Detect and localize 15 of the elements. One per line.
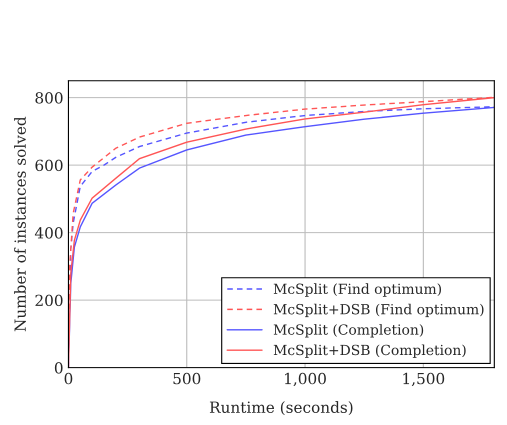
y-tick-label: 400 bbox=[34, 227, 63, 239]
y-tick-label: 600 bbox=[35, 160, 63, 172]
x-axis-title: Runtime (seconds) bbox=[210, 401, 352, 416]
legend-label: McSplit+DSB (Completion) bbox=[274, 344, 466, 358]
x-tick-label: 1,500 bbox=[403, 372, 444, 386]
legend-label: McSplit+DSB (Find optimum) bbox=[274, 304, 484, 318]
y-tick-label: 0 bbox=[54, 362, 63, 374]
x-tick-label: 500 bbox=[173, 372, 200, 384]
y-tick-label: 200 bbox=[35, 294, 63, 306]
legend-label: McSplit (Find optimum) bbox=[274, 283, 442, 297]
x-tick-label: 0 bbox=[64, 372, 72, 384]
y-tick-label: 800 bbox=[35, 92, 63, 104]
legend-label: McSplit (Completion) bbox=[274, 324, 424, 338]
x-tick-label: 1,000 bbox=[285, 372, 326, 386]
y-axis-title: Number of instances solved bbox=[14, 116, 26, 332]
